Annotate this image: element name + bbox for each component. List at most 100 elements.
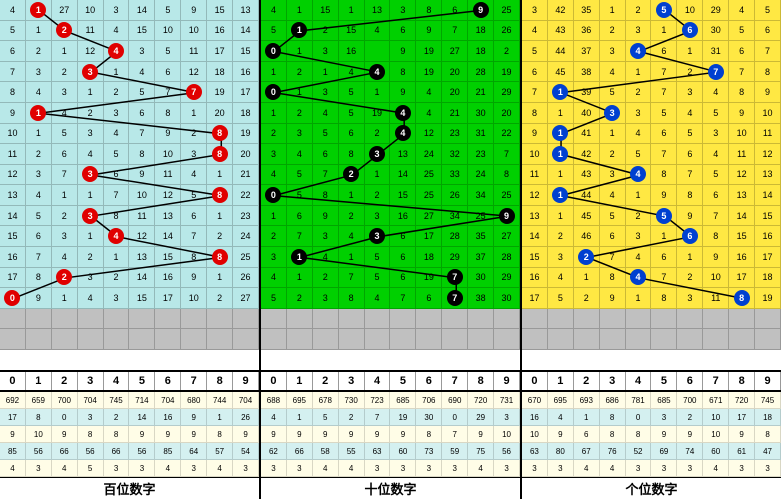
stat-cell: 723 bbox=[365, 392, 391, 409]
stat-cell: 0 bbox=[52, 409, 78, 426]
cell: 6 bbox=[600, 226, 626, 247]
stat-cell: 1 bbox=[207, 409, 233, 426]
stat-cell: 704 bbox=[155, 392, 181, 409]
header-cell: 5 bbox=[651, 372, 677, 390]
stat-cell: 8 bbox=[416, 426, 442, 443]
cell: 10 bbox=[755, 103, 781, 124]
cell: 7 bbox=[729, 62, 755, 83]
cell: 8 bbox=[129, 144, 155, 165]
cell: 15 bbox=[155, 247, 181, 268]
stat-cell: 745 bbox=[755, 392, 781, 409]
cell: 5 bbox=[548, 288, 574, 309]
header-panel: 0123456789 bbox=[522, 372, 781, 390]
cell: 4 bbox=[365, 21, 391, 42]
digit-headers: 012345678901234567890123456789 bbox=[0, 370, 781, 392]
cell: 5 bbox=[104, 144, 130, 165]
cell bbox=[755, 309, 781, 330]
stat-cell: 3 bbox=[494, 409, 520, 426]
cell: 8 bbox=[703, 226, 729, 247]
cell: 15 bbox=[129, 21, 155, 42]
cell: 6 bbox=[651, 41, 677, 62]
cell: 2 bbox=[339, 206, 365, 227]
trend-ball: 2 bbox=[578, 249, 594, 265]
cell: 2 bbox=[261, 124, 287, 145]
stat-cell: 9 bbox=[468, 426, 494, 443]
stat-cell: 7 bbox=[442, 426, 468, 443]
cell: 3 bbox=[78, 206, 104, 227]
stat-cell: 3 bbox=[755, 460, 781, 477]
stat-cell: 0 bbox=[442, 409, 468, 426]
stat-cell: 688 bbox=[261, 392, 287, 409]
trend-ball: 7 bbox=[447, 269, 463, 285]
cell: 10 bbox=[155, 21, 181, 42]
stat-panel: 670695693686781685700671720745 bbox=[522, 392, 781, 409]
trend-ball: 0 bbox=[4, 290, 20, 306]
cell: 1 bbox=[548, 82, 574, 103]
cell: 13 bbox=[0, 185, 26, 206]
cell: 5 bbox=[129, 82, 155, 103]
cell bbox=[313, 329, 339, 350]
cell: 1 bbox=[626, 288, 652, 309]
cell: 17 bbox=[155, 288, 181, 309]
cell: 7 bbox=[313, 165, 339, 186]
stat-cell: 3 bbox=[651, 460, 677, 477]
cell: 7 bbox=[651, 82, 677, 103]
cell: 18 bbox=[416, 247, 442, 268]
cell: 3 bbox=[104, 0, 130, 21]
header-cell: 2 bbox=[52, 372, 78, 390]
stat-cell: 730 bbox=[339, 392, 365, 409]
trend-ball: 1 bbox=[552, 125, 568, 141]
panel-label: 百位数字 bbox=[0, 478, 261, 499]
cell: 10 bbox=[677, 0, 703, 21]
stat-cell: 5 bbox=[313, 409, 339, 426]
cell: 18 bbox=[755, 268, 781, 289]
cell: 3 bbox=[313, 226, 339, 247]
cell: 11 bbox=[755, 124, 781, 145]
header-cell: 3 bbox=[339, 372, 365, 390]
cell: 7 bbox=[600, 247, 626, 268]
cell: 3 bbox=[181, 144, 207, 165]
panel-hundreds: 4127103145915135121141510101614621124351… bbox=[0, 0, 261, 370]
cell: 4 bbox=[0, 0, 26, 21]
cell: 2 bbox=[52, 62, 78, 83]
cell: 8 bbox=[339, 144, 365, 165]
stat-panel: 109688991098 bbox=[522, 426, 781, 443]
trend-ball: 7 bbox=[708, 64, 724, 80]
cell: 16 bbox=[729, 247, 755, 268]
cell: 26 bbox=[494, 21, 520, 42]
cell: 1 bbox=[339, 247, 365, 268]
cell bbox=[755, 329, 781, 350]
stat-cell: 3 bbox=[390, 460, 416, 477]
cell: 29 bbox=[494, 268, 520, 289]
cell: 2 bbox=[287, 103, 313, 124]
cell bbox=[104, 329, 130, 350]
stat-cell: 9 bbox=[548, 426, 574, 443]
cell: 4 bbox=[104, 21, 130, 42]
stat-panel: 16418032101718 bbox=[522, 409, 781, 426]
stat-cell: 4 bbox=[52, 460, 78, 477]
cell: 3 bbox=[703, 124, 729, 145]
cell: 2 bbox=[600, 144, 626, 165]
stat-cell: 8 bbox=[26, 409, 52, 426]
stat-panel: 692659700704745714704680744704 bbox=[0, 392, 261, 409]
stat-cell: 692 bbox=[0, 392, 26, 409]
cell: 4 bbox=[729, 0, 755, 21]
cell: 2 bbox=[52, 206, 78, 227]
stat-cell: 693 bbox=[574, 392, 600, 409]
stat-cell: 47 bbox=[755, 443, 781, 460]
cell bbox=[155, 309, 181, 330]
cell: 14 bbox=[155, 226, 181, 247]
cell: 1 bbox=[313, 62, 339, 83]
stat-cell: 4 bbox=[313, 460, 339, 477]
stat-cell: 3 bbox=[233, 460, 259, 477]
stat-cell: 2 bbox=[104, 409, 130, 426]
cell: 33 bbox=[442, 165, 468, 186]
trend-ball: 7 bbox=[186, 84, 202, 100]
lottery-chart: 4127103145915135121141510101614621124351… bbox=[0, 0, 781, 500]
trend-ball: 1 bbox=[30, 105, 46, 121]
cell: 2 bbox=[365, 185, 391, 206]
cell: 3 bbox=[52, 82, 78, 103]
cell: 8 bbox=[390, 62, 416, 83]
cell: 24 bbox=[233, 226, 259, 247]
cell: 40 bbox=[574, 103, 600, 124]
